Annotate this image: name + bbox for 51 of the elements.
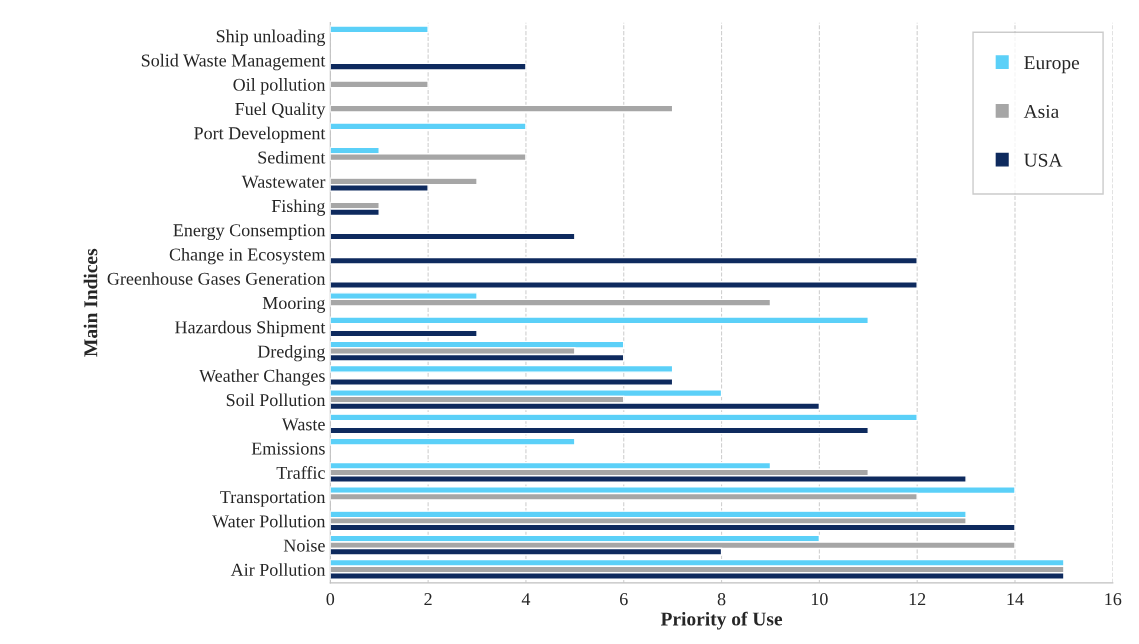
y-tick-label: Fuel Quality xyxy=(235,102,326,119)
legend-label: Europe xyxy=(1024,56,1080,74)
bar xyxy=(330,378,674,386)
y-tick-label: Dredging xyxy=(257,344,326,362)
y-tick-label: Emissions xyxy=(251,442,325,455)
y-tick-label: Port Development xyxy=(194,126,326,144)
y-axis-title: Main Indices xyxy=(83,248,98,357)
bar xyxy=(330,437,576,446)
x-tick-label: 8 xyxy=(717,593,726,606)
y-tick-label: Sediment xyxy=(258,150,326,164)
y-tick-label: Wastewater xyxy=(241,175,326,188)
x-tick-label: 6 xyxy=(620,593,628,606)
x-tick-label: 12 xyxy=(909,593,926,606)
y-tick-label: Soil Pollution xyxy=(226,393,326,407)
bar xyxy=(330,122,527,131)
x-tick-label: 14 xyxy=(1007,593,1024,606)
y-tick-label: Air Pollution xyxy=(230,563,326,576)
x-axis-title: Priority of Use xyxy=(660,611,783,630)
x-tick-label: 0 xyxy=(326,593,335,606)
x-tick-label: 16 xyxy=(1105,593,1122,606)
y-tick-label: Waste xyxy=(281,418,325,431)
bar xyxy=(330,364,674,373)
y-tick-label: Greenhouse Gases Generation xyxy=(107,272,326,285)
y-tick-label: Weather Changes xyxy=(199,369,325,386)
x-tick-label: 2 xyxy=(424,593,432,606)
y-tick-label: Fishing xyxy=(271,199,326,216)
x-tick-label: 4 xyxy=(521,593,531,606)
bar xyxy=(330,389,723,398)
x-tick-label: 10 xyxy=(811,593,828,606)
y-tick-label: Traffic xyxy=(276,466,325,479)
y-tick-label: Noise xyxy=(283,539,325,552)
y-tick-label: Ship unloading xyxy=(216,29,326,47)
y-tick-label: Energy Consemption xyxy=(173,224,326,241)
y-tick-label: Solid Waste Management xyxy=(141,53,326,71)
bar xyxy=(330,104,674,113)
bar xyxy=(330,413,918,422)
legend-label: USA xyxy=(1024,153,1063,167)
bar xyxy=(330,25,429,34)
bar xyxy=(330,316,869,325)
bar xyxy=(330,62,527,71)
y-tick-label: Transportation xyxy=(220,491,326,507)
bar xyxy=(330,256,918,265)
y-tick-label: Oil pollution xyxy=(233,78,326,95)
y-tick-label: Mooring xyxy=(262,296,326,313)
bar xyxy=(330,281,918,289)
bar xyxy=(330,80,429,89)
y-tick-label: Water Pollution xyxy=(212,514,326,528)
y-tick-label: Hazardous Shipment xyxy=(175,320,326,338)
bar xyxy=(330,232,576,241)
legend-label: Asia xyxy=(1023,104,1059,119)
y-tick-label: Change in Ecosystem xyxy=(169,247,326,265)
